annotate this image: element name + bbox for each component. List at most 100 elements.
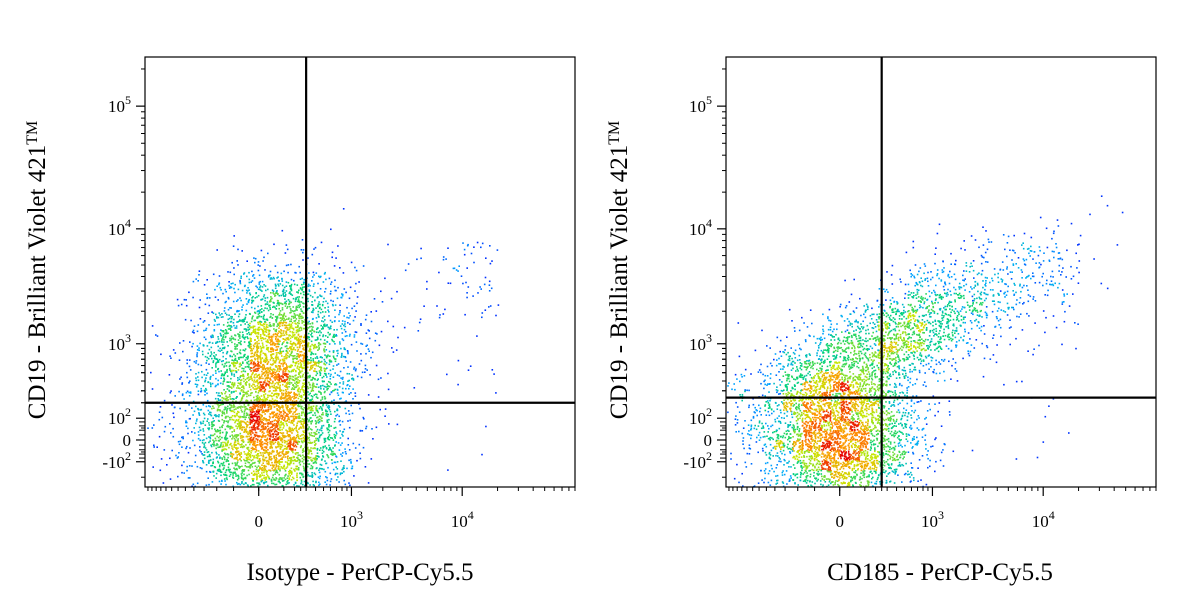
event-dot (194, 383, 197, 385)
event-dot (239, 406, 241, 408)
event-dot (255, 285, 257, 287)
event-dot (300, 292, 302, 295)
event-dot (283, 295, 285, 297)
event-dot (296, 431, 299, 434)
event-dot (283, 373, 285, 376)
event-dot (279, 310, 282, 312)
event-dot (290, 278, 293, 281)
event-dot (316, 328, 318, 331)
event-dot (274, 306, 276, 309)
event-dot (296, 322, 299, 324)
event-dot (295, 396, 298, 399)
event-dot (225, 397, 228, 400)
event-dot (259, 286, 261, 289)
event-dot (269, 308, 272, 310)
event-dot (179, 342, 181, 344)
event-dot (354, 392, 357, 394)
event-dot (334, 426, 337, 429)
event-dot (296, 485, 298, 487)
event-dot (324, 437, 327, 440)
event-dot (328, 408, 331, 411)
event-dot (248, 299, 250, 302)
event-dot (257, 400, 260, 403)
event-dot (186, 359, 188, 361)
event-dot (294, 397, 296, 399)
event-dot (259, 285, 262, 287)
event-dot (261, 403, 263, 406)
event-dot (260, 442, 262, 445)
event-dot (338, 415, 340, 418)
event-dot (330, 327, 332, 330)
event-dot (263, 371, 266, 374)
event-dot (188, 365, 191, 368)
event-dot (203, 443, 205, 445)
event-dot (317, 296, 319, 298)
event-dot (297, 433, 299, 436)
event-dot (269, 339, 271, 341)
event-dot (342, 435, 344, 437)
event-dot (270, 354, 272, 357)
event-dot (314, 440, 316, 442)
event-dot (326, 383, 328, 385)
event-dot (310, 351, 313, 354)
event-dot (298, 341, 300, 343)
event-dot (242, 334, 244, 336)
event-dot (215, 444, 217, 447)
event-dot (208, 441, 210, 444)
event-dot (247, 345, 250, 347)
event-dot (321, 376, 324, 379)
event-dot (257, 337, 259, 340)
event-dot (290, 421, 293, 423)
event-dot (220, 392, 223, 394)
event-dot (270, 292, 272, 294)
event-dot (235, 443, 237, 446)
event-dot (230, 392, 233, 394)
event-dot (317, 337, 319, 340)
event-dot (280, 347, 283, 349)
event-dot (252, 275, 254, 277)
event-dot (249, 438, 252, 440)
event-dot (317, 282, 319, 285)
event-dot (224, 428, 227, 431)
event-dot (336, 408, 339, 410)
event-dot (316, 458, 318, 460)
event-dot (219, 399, 222, 401)
event-dot (212, 360, 215, 362)
event-dot (317, 342, 320, 345)
event-dot (241, 319, 243, 321)
event-dot (289, 305, 291, 308)
event-dot (261, 324, 263, 326)
event-dot (192, 296, 194, 299)
event-dot (274, 349, 277, 351)
event-dot (325, 325, 328, 327)
event-dot (259, 288, 261, 291)
event-dot (306, 361, 309, 364)
event-dot (273, 414, 276, 417)
event-dot (245, 298, 248, 300)
event-dot (303, 468, 306, 471)
event-dot (280, 446, 283, 448)
event-dot (311, 296, 314, 298)
event-dot (222, 444, 224, 446)
event-dot (275, 413, 277, 415)
event-dot (253, 374, 256, 376)
event-dot (231, 418, 233, 421)
event-dot (262, 260, 264, 262)
event-dot (250, 392, 252, 395)
event-dot (290, 352, 293, 355)
event-dot (237, 450, 240, 453)
event-dot (276, 393, 279, 395)
event-dot (280, 379, 283, 381)
event-dot (326, 419, 329, 421)
event-dot (301, 375, 304, 378)
event-dot (245, 309, 248, 312)
event-dot (247, 432, 249, 434)
event-dot (359, 452, 361, 454)
event-dot (203, 454, 206, 456)
event-dot (219, 457, 221, 460)
event-dot (310, 364, 312, 367)
event-dot (314, 456, 317, 459)
event-dot (262, 331, 264, 334)
event-dot (264, 374, 267, 376)
event-dot (219, 435, 221, 438)
